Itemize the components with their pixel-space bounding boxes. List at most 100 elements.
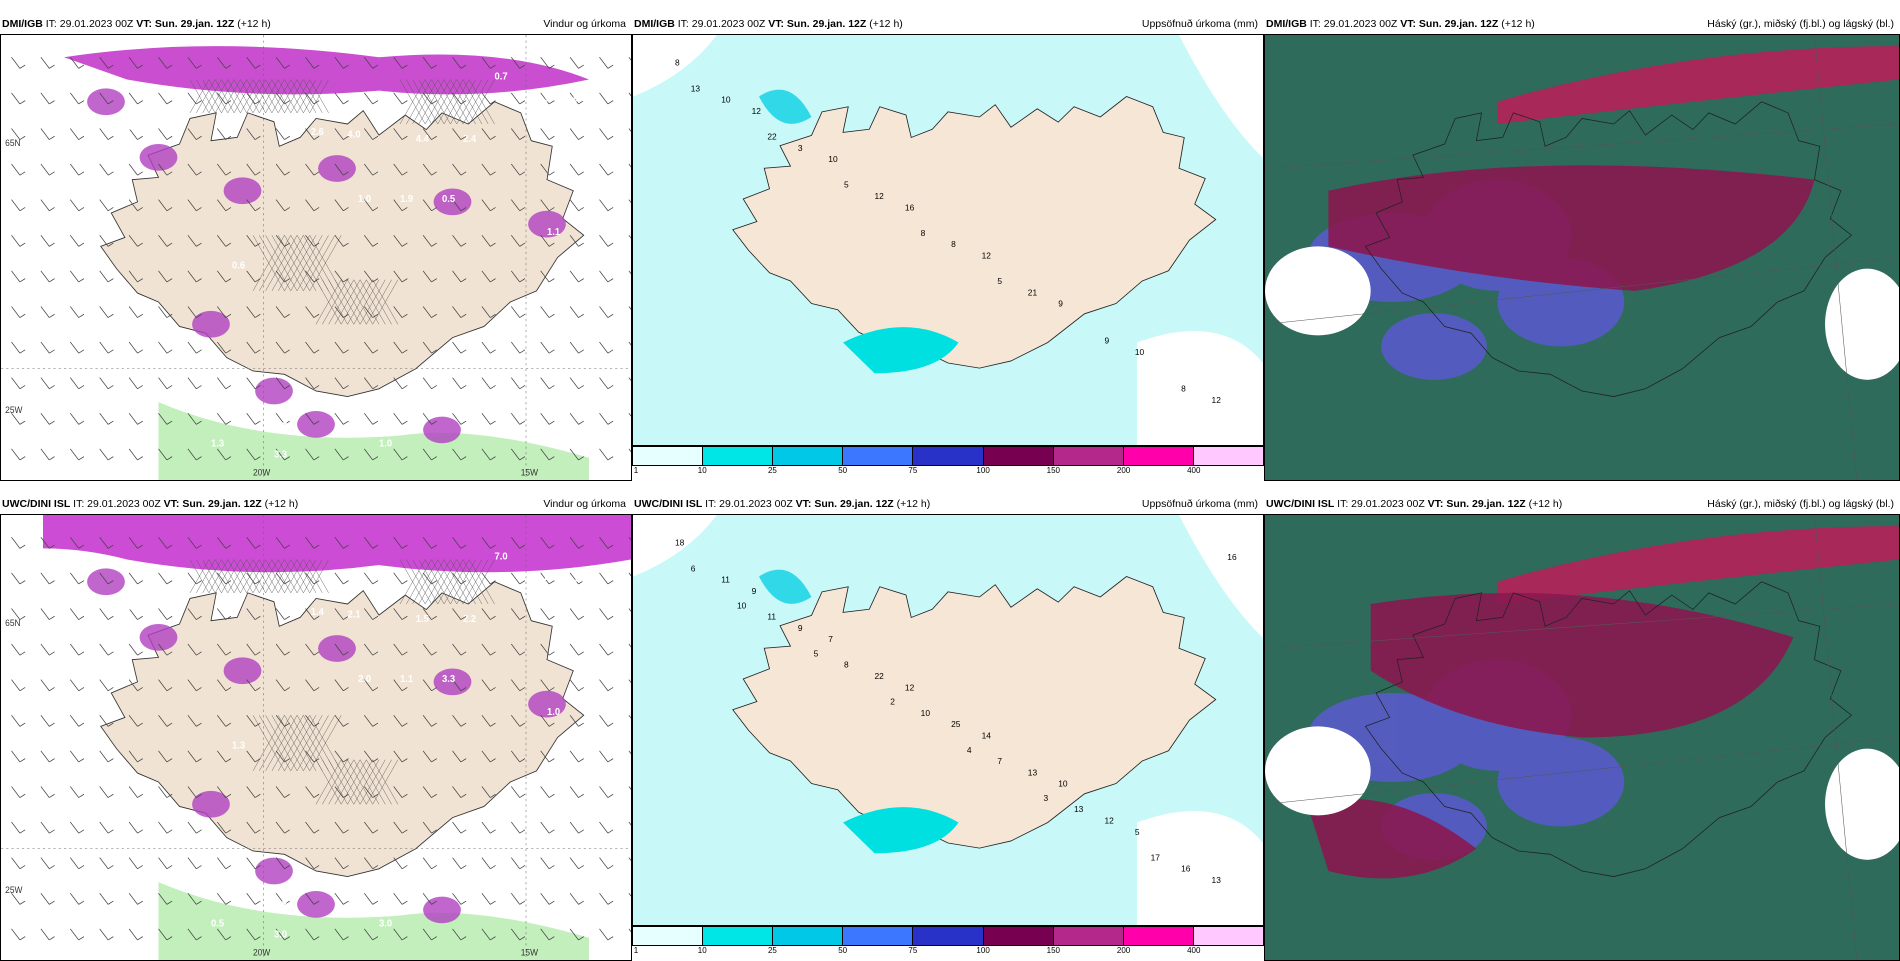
precip-value-label: 13 <box>1212 875 1222 885</box>
graticule <box>1 35 631 480</box>
map-area[interactable]: 7.0 1.4 1.1 0.9 0.8 1.4 2.1 1.5 2.2 2.0 1.1 3.3 2.4 1… <box>0 514 632 961</box>
precip-value-label: 2.2 <box>463 614 477 625</box>
precip-value-label: 12 <box>1104 816 1114 826</box>
precip-value-label: 9 <box>752 586 757 596</box>
colorbar-swatch <box>633 927 704 945</box>
map-area[interactable]: 0.7 0.9 0.6 0.5 1.6 2.6 4.0 4.4 2.4 1.0 1.9 0.5 0.8 1… <box>0 34 632 481</box>
lead-time: (+12 h) <box>237 18 271 30</box>
init-time: IT: 29.01.2023 00Z <box>1337 498 1425 510</box>
precip-value-label: 1.4 <box>537 574 551 585</box>
panel-wind-precip-uwc: UWC/DINI ISL IT: 29.01.2023 00Z VT: Sun.… <box>0 494 632 961</box>
precip-value-label: 12 <box>875 191 885 201</box>
valid-time: VT: Sun. 29.jan. 12Z <box>1427 498 1526 510</box>
precip-bands <box>64 46 589 444</box>
colorbar-tick: 1 <box>633 946 639 955</box>
colorbar-swatch <box>843 447 914 465</box>
precip-value-label: 21 <box>1028 287 1038 297</box>
heavy-precip-area <box>843 807 959 854</box>
precip-value-label: 8 <box>675 58 680 68</box>
cloud-cover-map <box>1265 515 1899 960</box>
valid-time: VT: Sun. 29.jan. 12Z <box>768 18 867 30</box>
precip-value-label: 2.4 <box>106 852 120 863</box>
colorbar-swatch <box>1123 447 1194 465</box>
map-area[interactable] <box>1264 514 1900 961</box>
lead-time: (+12 h) <box>869 18 903 30</box>
colorbar-tick: 25 <box>767 466 777 475</box>
precip-value-label: 12 <box>1212 395 1222 405</box>
colorbar-swatch <box>773 447 844 465</box>
colorbar-swatch <box>983 447 1054 465</box>
model-label: UWC/DINI ISL <box>1266 498 1335 510</box>
product-title: Vindur og úrkoma <box>543 498 626 510</box>
precip-value-label: 7 <box>828 634 833 644</box>
precip-value-label: 2.0 <box>274 896 287 907</box>
axis-label: 15W <box>521 467 539 477</box>
precip-value-label: 10 <box>921 708 931 718</box>
map-area[interactable]: 18 9 7 12 14 10 5 13 11 9 22 25 13 12 16 6 11 8 10 7 13 17 16 1… <box>632 514 1264 926</box>
cloud-cover-map <box>1265 35 1899 480</box>
accum-precip-map: 1897121410513119222513121661181071317161… <box>633 515 1263 925</box>
iceland-outline <box>1364 581 1853 877</box>
precip-value-label: 18 <box>675 538 685 548</box>
precip-value-label: 0.8 <box>127 601 141 612</box>
map-area[interactable] <box>1264 34 1900 481</box>
precip-value-label: 0.5 <box>211 918 225 929</box>
precip-value-label: 8 <box>1181 384 1186 394</box>
axis-label: 25W <box>5 885 23 895</box>
precip-value-label: 7 <box>997 756 1002 766</box>
iceland-outline <box>1364 101 1853 397</box>
panel-wind-precip-dmi: DMI/IGB IT: 29.01.2023 00Z VT: Sun. 29.j… <box>0 14 632 481</box>
precip-value-label: 5 <box>997 276 1002 286</box>
precip-value-label: 4.4 <box>416 134 430 145</box>
precip-value-label: 0.9 <box>610 585 624 596</box>
init-time: IT: 29.01.2023 00Z <box>45 18 134 30</box>
panel-header: UWC/DINI ISL IT: 29.01.2023 00Z VT: Sun.… <box>0 494 632 514</box>
colorbar-tick: 100 <box>976 466 990 475</box>
product-title: Uppsöfnuð úrkoma (mm) <box>1141 18 1258 30</box>
crosshatch-areas <box>189 559 495 805</box>
model-label: DMI/IGB <box>1266 18 1307 30</box>
init-time: IT: 29.01.2023 00Z <box>705 498 793 510</box>
colorbar <box>632 446 1264 466</box>
precip-value-label: 2.4 <box>463 134 477 145</box>
clear-sky-areas <box>1265 726 1899 860</box>
colorbar-ticks: 1 10 25 50 75 100 150 200 400 <box>632 946 1264 958</box>
precip-value-label: 6 <box>691 563 696 573</box>
precip-value-label: 4.0 <box>348 129 361 140</box>
precip-value-label: 10 <box>1058 779 1068 789</box>
panel-header: UWC/DINI ISL IT: 29.01.2023 00Z VT: Sun.… <box>632 494 1264 514</box>
axis-label: 15W <box>521 947 539 957</box>
precip-value-label: 16 <box>1227 552 1237 562</box>
heavy-precip-area <box>843 327 959 374</box>
precip-value-label: 0.9 <box>537 94 551 105</box>
colorbar-tick: 50 <box>838 946 848 955</box>
axis-label: 25W <box>5 405 23 415</box>
product-title: Uppsöfnuð úrkoma (mm) <box>1141 498 1258 510</box>
wind-barbs <box>11 537 631 941</box>
precip-value-label: 1.6 <box>127 121 141 132</box>
axis-label: 65N <box>5 138 20 148</box>
colorbar-swatch <box>1193 447 1263 465</box>
colorbar-tick: 10 <box>697 946 707 955</box>
clear-sky-areas <box>1265 246 1899 380</box>
wind-precip-map: 0.7 0.9 0.6 0.5 1.6 2.6 4.0 4.4 2.4 1.0 1.9 0.5 0.8 1… <box>1 35 631 480</box>
precip-value-label: 1.3 <box>211 438 225 449</box>
light-precip-area <box>158 402 589 480</box>
precip-value-label: 1.5 <box>416 614 430 625</box>
precip-value-label: 3 <box>798 143 803 153</box>
lead-time: (+12 h) <box>896 498 931 510</box>
precip-value-label: 11 <box>767 612 776 622</box>
valid-time: VT: Sun. 29.jan. 12Z <box>795 498 894 510</box>
precip-value-label: 1.3 <box>232 740 246 751</box>
panel-accum-precip-uwc: UWC/DINI ISL IT: 29.01.2023 00Z VT: Sun.… <box>632 494 1264 955</box>
precip-value-label: 2.1 <box>348 609 362 620</box>
colorbar-swatch <box>703 927 774 945</box>
axis-label: 20W <box>253 467 271 477</box>
high-cloud-areas <box>1307 592 1794 879</box>
colorbar-swatch <box>1193 927 1263 945</box>
map-area[interactable]: 8 12 10 16 12 9 10 12 10 3 12 8 21 9 8 13 22 5 8 5 <box>632 34 1264 446</box>
colorbar-swatch <box>843 927 914 945</box>
precip-value-label: 9 <box>798 623 803 633</box>
precip-value-label: 12 <box>982 251 992 261</box>
colorbar-tick: 75 <box>908 466 918 475</box>
